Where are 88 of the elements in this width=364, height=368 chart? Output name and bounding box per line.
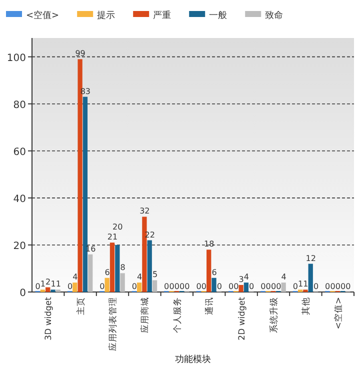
x-tick-label: <空值>	[332, 297, 344, 330]
y-tick-label: 80	[13, 100, 26, 111]
x-tick-label: 主页	[75, 297, 86, 315]
data-label: 20	[112, 222, 123, 232]
data-label: 1	[56, 280, 61, 289]
x-tick-label: 2D widget	[237, 296, 248, 340]
data-label: 0	[67, 282, 73, 291]
data-label: 4	[281, 272, 286, 282]
data-label: 0	[260, 282, 266, 291]
bar	[147, 240, 152, 292]
bar	[82, 96, 88, 292]
data-label: 0	[169, 282, 174, 291]
data-label: 0	[335, 282, 340, 291]
data-label: 8	[120, 263, 126, 272]
data-label: 1	[298, 280, 304, 289]
data-label: 0	[276, 282, 282, 291]
data-label: 0	[266, 282, 271, 291]
legend-label: 提示	[97, 10, 116, 21]
data-label: 0	[292, 282, 298, 291]
y-tick-label: 40	[13, 194, 26, 205]
bar	[142, 216, 147, 292]
data-label: 0	[35, 282, 40, 291]
x-tick-label: 3D widget	[44, 296, 54, 340]
data-label: 99	[75, 49, 86, 58]
data-label: 0	[340, 282, 346, 291]
bar	[115, 244, 120, 292]
y-tick-label: 0	[20, 288, 26, 299]
data-label: 18	[204, 240, 214, 249]
bar	[244, 282, 249, 292]
data-label: 0	[330, 282, 336, 291]
x-tick-label: 其他	[300, 297, 312, 315]
bar	[308, 264, 313, 292]
data-label: 0	[249, 282, 254, 291]
bar	[238, 284, 244, 292]
y-tick-label: 20	[13, 240, 26, 252]
bar	[136, 282, 142, 292]
bar	[120, 273, 125, 292]
data-label: 1	[40, 280, 46, 289]
data-label: 1	[50, 280, 56, 289]
data-label: 0	[201, 282, 206, 291]
y-tick-label: 100	[6, 52, 26, 64]
data-label: 0	[180, 282, 185, 291]
legend-label: 一般	[209, 10, 228, 21]
bar	[110, 242, 115, 292]
data-label: 6	[212, 268, 217, 277]
data-label: 4	[244, 272, 249, 282]
data-label: 0	[184, 282, 190, 291]
data-label: 1	[303, 280, 308, 289]
bar	[104, 278, 110, 292]
data-label: 0	[100, 282, 105, 291]
bar	[206, 250, 212, 292]
x-tick-label: 应用列表管理	[108, 297, 118, 351]
data-label: 0	[313, 282, 319, 291]
legend-label: 致命	[265, 10, 284, 21]
data-label: 0	[234, 282, 239, 291]
x-tick-label: 个人服务	[172, 297, 183, 333]
data-label: 4	[72, 272, 78, 282]
data-label: 21	[107, 232, 118, 242]
data-label: 6	[104, 268, 110, 277]
bar	[72, 282, 78, 292]
data-label: 0	[196, 282, 202, 291]
data-label: 0	[132, 282, 137, 291]
data-label: 0	[164, 282, 170, 291]
data-label: 0	[270, 282, 276, 291]
x-tick-label: 通讯	[204, 297, 216, 315]
data-label: 0	[325, 282, 330, 291]
data-label: 0	[228, 282, 234, 291]
x-tick-label: 系统升级	[268, 297, 280, 333]
data-label: 5	[152, 270, 158, 280]
bar	[46, 287, 50, 292]
data-label: 0	[174, 282, 180, 291]
x-tick-label: 应用商城	[140, 297, 151, 333]
legend-label: 严重	[153, 10, 172, 21]
data-label: 0	[216, 282, 222, 291]
data-label: 3	[238, 274, 244, 284]
bar	[152, 280, 158, 292]
y-tick-label: 60	[13, 146, 26, 158]
x-axis-title: 功能模块	[175, 354, 211, 365]
data-label: 2	[46, 277, 51, 286]
data-label: 0	[346, 282, 351, 291]
bar	[88, 254, 93, 292]
legend-label: <空值>	[26, 10, 60, 21]
bar	[78, 59, 82, 292]
data-label: 32	[140, 206, 150, 216]
bar	[281, 282, 286, 292]
bar	[212, 278, 216, 292]
data-label: 12	[306, 254, 316, 263]
data-label: 4	[137, 272, 142, 282]
